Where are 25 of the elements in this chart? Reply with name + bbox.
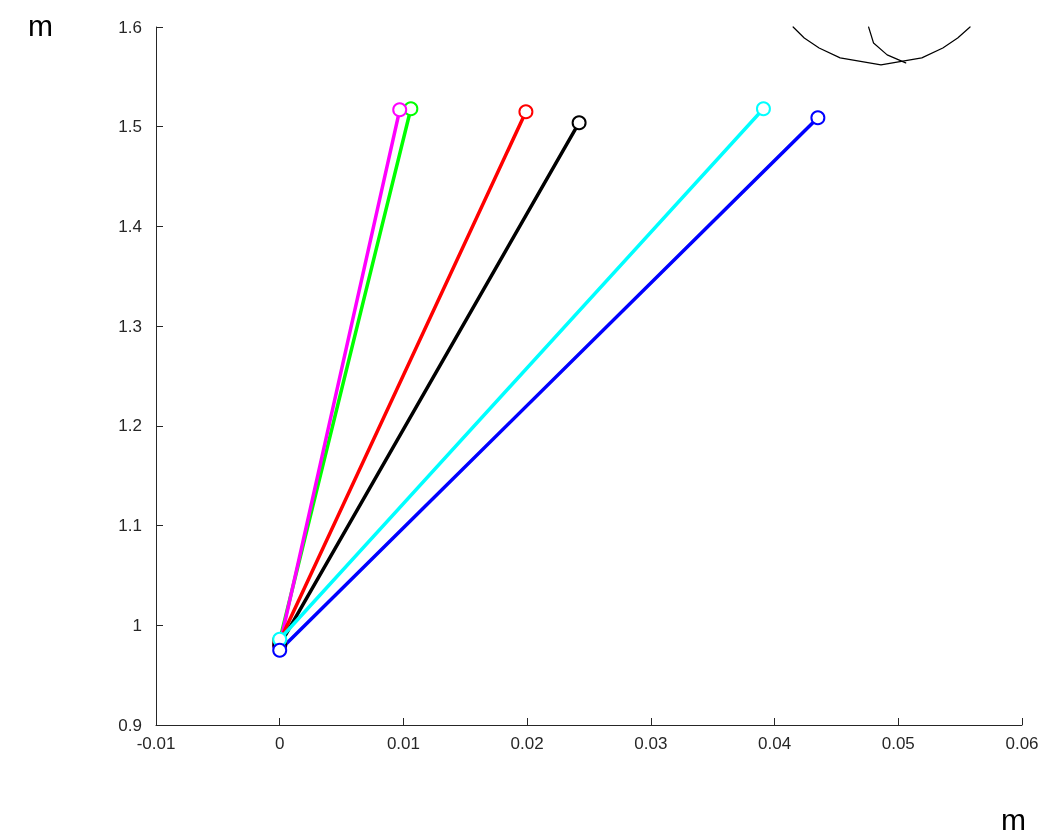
point	[571, 115, 587, 131]
point	[755, 101, 771, 117]
x-tick-label: 0.05	[881, 734, 915, 753]
point	[272, 642, 288, 658]
x-tick-label: 0.06	[1005, 734, 1039, 753]
y-tick-label: 1.4	[118, 216, 142, 236]
y-tick-label: 1.3	[118, 316, 142, 336]
x-tick-label: -0.01	[136, 734, 176, 753]
x-tick-label: 0.03	[634, 734, 668, 753]
x-tick-label: 0	[274, 734, 285, 753]
point	[518, 104, 534, 120]
point	[392, 102, 408, 118]
point	[810, 110, 826, 126]
y-axis-title: m	[28, 8, 53, 42]
x-tick-label: 0.02	[510, 734, 544, 753]
y-tick-label: 1.1	[118, 516, 142, 536]
x-tick-label: 0.01	[386, 734, 420, 753]
line-series	[792, 26, 971, 66]
y-tick-label: 1	[132, 615, 142, 635]
y-tick-label: 0.9	[118, 715, 142, 735]
y-tick-label: 1.6	[118, 17, 142, 37]
y-tick-label: 1.2	[118, 416, 142, 436]
y-tick-label: 1.5	[118, 117, 142, 137]
x-axis-title: m	[1001, 802, 1026, 833]
x-tick-label: 0.04	[758, 734, 792, 753]
